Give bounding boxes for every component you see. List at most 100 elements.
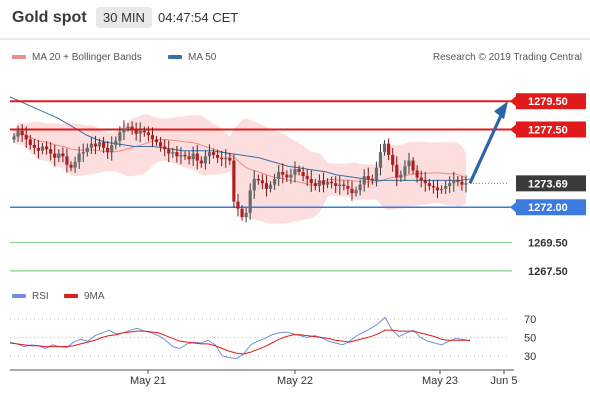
ma50-legend: MA 50 — [168, 52, 216, 63]
candle-body — [216, 154, 220, 158]
ma20-swatch — [12, 55, 26, 60]
candle-body — [285, 174, 289, 178]
candle-body — [325, 181, 330, 185]
candle-body — [44, 146, 49, 150]
candle-body — [448, 183, 452, 187]
candle-body — [419, 177, 423, 181]
candle-body — [452, 180, 456, 184]
candle-body — [93, 143, 98, 147]
x-tick-label: May 21 — [130, 375, 166, 387]
x-tick-label: Jun 5 — [491, 375, 518, 387]
candle-body — [268, 184, 273, 189]
candle-body — [24, 135, 28, 140]
candle-body — [256, 178, 260, 181]
candle-body — [399, 174, 403, 178]
header-divider — [0, 38, 590, 40]
candle-body — [154, 139, 159, 143]
candle-body — [20, 130, 24, 136]
candle-body — [350, 188, 354, 194]
candle-body — [334, 183, 338, 187]
candle-body — [378, 152, 383, 168]
candle-body — [49, 149, 53, 154]
rsi-legend: RSI — [12, 291, 49, 302]
rsi-swatch — [12, 294, 26, 299]
candle-body — [464, 183, 468, 185]
candle-body — [317, 180, 322, 187]
candle-body — [289, 174, 293, 178]
x-tick-label: May 23 — [422, 375, 458, 387]
ma9-swatch — [64, 294, 78, 299]
candle-body — [232, 160, 236, 202]
candle-body — [252, 178, 256, 191]
candle-body — [122, 128, 126, 133]
candle-body — [195, 153, 199, 161]
forecast-arrowhead — [494, 101, 508, 120]
ma9-line — [9, 329, 470, 355]
candle-body — [240, 208, 244, 218]
level-label-1: 1277.50 — [528, 124, 568, 136]
candle-body — [374, 167, 379, 181]
copyright-text: Research © 2019 Trading Central — [432, 52, 582, 63]
bollinger-band — [14, 114, 466, 224]
candle-body — [203, 156, 207, 164]
candle-body — [36, 147, 41, 151]
candle-body — [167, 149, 171, 154]
candle-body — [77, 153, 81, 162]
candle-body — [366, 176, 370, 179]
candle-body — [321, 180, 326, 185]
candle-body — [395, 164, 399, 178]
candle-body — [330, 181, 334, 184]
candle-body — [81, 152, 85, 154]
candle-body — [16, 130, 20, 137]
candle-body — [32, 145, 36, 148]
candle-body — [146, 132, 150, 136]
candle-body — [61, 153, 65, 157]
chart-header: Gold spot 30 MIN 04:47:54 CET — [0, 0, 590, 36]
candle-body — [444, 186, 448, 189]
candle-body — [40, 146, 45, 151]
candle-body — [114, 140, 118, 146]
candle-body — [224, 157, 228, 160]
level-label-4: 1269.50 — [528, 238, 568, 250]
level-tag-1 — [516, 121, 586, 138]
candle-body — [293, 169, 297, 175]
candle-body — [403, 166, 407, 175]
candle-body — [118, 132, 122, 141]
rsi-tick-label: 50 — [524, 333, 536, 345]
rsi-tick-label: 30 — [524, 351, 536, 363]
candle-body — [126, 126, 130, 129]
candle-body — [220, 157, 224, 160]
ma9-legend-label: 9MA — [84, 291, 105, 302]
ma50-legend-label: MA 50 — [188, 52, 217, 63]
candle-body — [273, 178, 277, 185]
candle-body — [338, 184, 342, 187]
candle-body — [69, 164, 73, 168]
candle-body — [171, 152, 175, 154]
timestamp: 04:47:54 CET — [158, 10, 239, 25]
candle-body — [431, 186, 436, 188]
candle-body — [387, 143, 391, 155]
candle-body — [138, 130, 142, 134]
candle-body — [439, 188, 444, 191]
candle-body — [106, 147, 110, 153]
candle-body — [435, 187, 440, 191]
level-tag-pointer-0 — [510, 95, 517, 108]
candle-body — [427, 183, 431, 187]
ma9-legend: 9MA — [64, 291, 105, 302]
candle-body — [101, 142, 106, 148]
ma20-legend-label: MA 20 + Bollinger Bands — [32, 52, 142, 63]
candle-body — [370, 178, 374, 181]
level-tag-pointer-3 — [510, 201, 517, 214]
candle-body — [228, 157, 232, 161]
level-tag-pointer-1 — [510, 123, 517, 136]
candle-body — [260, 180, 264, 184]
candle-body — [175, 152, 179, 157]
timeframe-button[interactable]: 30 MIN — [96, 7, 152, 28]
candle-body — [28, 139, 32, 146]
candle-body — [301, 171, 305, 177]
candle-body — [150, 135, 155, 140]
candle-body — [199, 160, 203, 164]
candle-body — [358, 184, 362, 191]
ma50-line — [9, 96, 471, 181]
